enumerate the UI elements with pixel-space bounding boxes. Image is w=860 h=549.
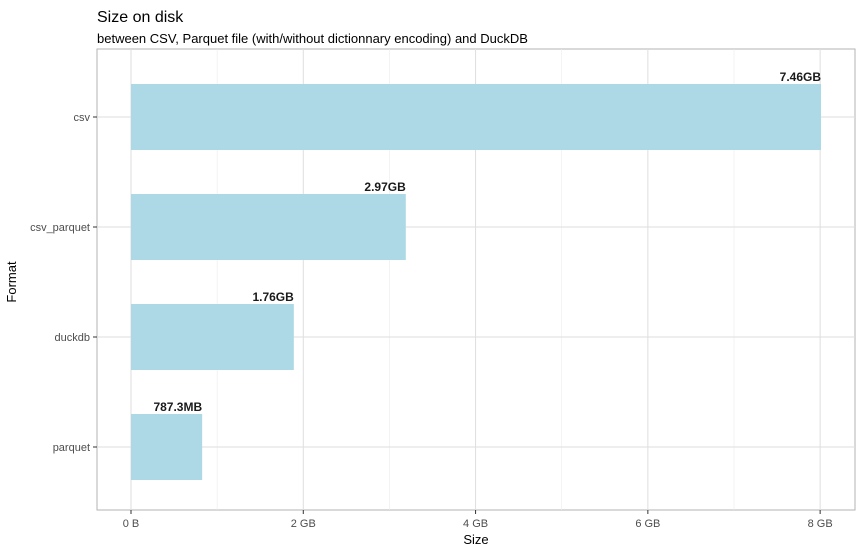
- x-axis-title: Size: [463, 532, 488, 547]
- bars: [131, 84, 821, 480]
- data-labels: 7.46GB 2.97GB 1.76GB 787.3MB: [153, 70, 821, 414]
- bar-parquet: [131, 414, 203, 480]
- data-label-parquet: 787.3MB: [153, 400, 202, 414]
- data-label-csv_parquet: 2.97GB: [364, 180, 406, 194]
- chart-subtitle: between CSV, Parquet file (with/without …: [97, 31, 528, 46]
- x-tick-label: 0 B: [123, 518, 140, 530]
- x-tick-label: 4 GB: [463, 518, 488, 530]
- x-tick-label: 8 GB: [808, 518, 833, 530]
- data-label-csv: 7.46GB: [780, 70, 822, 84]
- y-tick-label-csv_parquet: csv_parquet: [30, 222, 90, 234]
- bar-duckdb: [131, 304, 294, 370]
- y-tick-label-duckdb: duckdb: [55, 332, 90, 344]
- y-axis-title: Format: [4, 261, 19, 303]
- chart-title: Size on disk: [97, 9, 184, 26]
- y-tick-label-parquet: parquet: [53, 442, 90, 454]
- data-label-duckdb: 1.76GB: [252, 290, 294, 304]
- bar-csv_parquet: [131, 194, 406, 260]
- y-tick-label-csv: csv: [74, 112, 91, 124]
- x-tick-label: 6 GB: [635, 518, 660, 530]
- bar-csv: [131, 84, 821, 150]
- x-axis-ticks: 0 B 2 GB 4 GB 6 GB 8 GB: [123, 510, 833, 530]
- x-tick-label: 2 GB: [291, 518, 316, 530]
